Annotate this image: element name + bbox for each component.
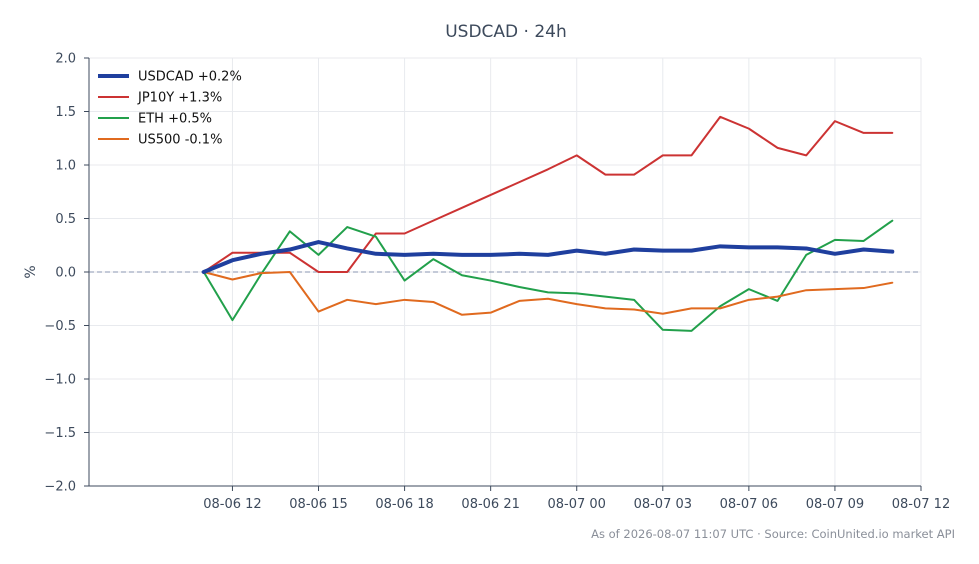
x-tick-label: 08-07 03 xyxy=(634,497,692,512)
y-tick-label: −2.0 xyxy=(44,480,76,495)
x-tick-label: 08-07 00 xyxy=(547,497,605,512)
series-line-2 xyxy=(202,219,894,332)
y-ticks: 2.0 1.5 1.0 0.5 0.0 −0.5 −1.0 −1.5 −2.0 xyxy=(44,52,89,495)
x-tick-label: 08-06 15 xyxy=(289,497,347,512)
y-tick-label: 0.0 xyxy=(55,266,76,281)
chart-footer: As of 2026-08-07 11:07 UTC · Source: Coi… xyxy=(591,527,955,541)
y-tick-label: 0.5 xyxy=(55,212,76,227)
legend: USDCAD +0.2% JP10Y +1.3% ETH +0.5% US500 -0… xyxy=(98,70,242,148)
y-axis-label: % xyxy=(23,265,39,278)
y-tick-label: −1.0 xyxy=(44,373,76,388)
series-line-3 xyxy=(202,271,894,316)
x-tick-label: 08-06 18 xyxy=(375,497,433,512)
legend-label-1: JP10Y +1.3% xyxy=(137,91,222,106)
y-tick-label: −0.5 xyxy=(44,319,76,334)
chart-title: USDCAD · 24h xyxy=(445,22,567,42)
legend-label-3: US500 -0.1% xyxy=(138,133,222,148)
x-tick-label: 08-07 09 xyxy=(806,497,864,512)
y-tick-label: −1.5 xyxy=(44,426,76,441)
x-tick-label: 08-07 12 xyxy=(892,497,950,512)
series-line-0 xyxy=(201,240,895,274)
series-group xyxy=(201,115,895,332)
x-tick-label: 08-06 21 xyxy=(461,497,519,512)
y-tick-label: 1.5 xyxy=(55,105,76,120)
legend-label-2: ETH +0.5% xyxy=(138,112,212,127)
x-tick-label: 08-06 12 xyxy=(203,497,261,512)
x-ticks: 08-06 12 08-06 15 08-06 18 08-06 21 08-07 00… xyxy=(203,486,950,512)
y-tick-label: 1.0 xyxy=(55,159,76,174)
series-line-1 xyxy=(202,115,894,273)
y-tick-label: 2.0 xyxy=(55,52,76,67)
legend-label-0: USDCAD +0.2% xyxy=(138,70,242,85)
x-tick-label: 08-07 06 xyxy=(720,497,778,512)
